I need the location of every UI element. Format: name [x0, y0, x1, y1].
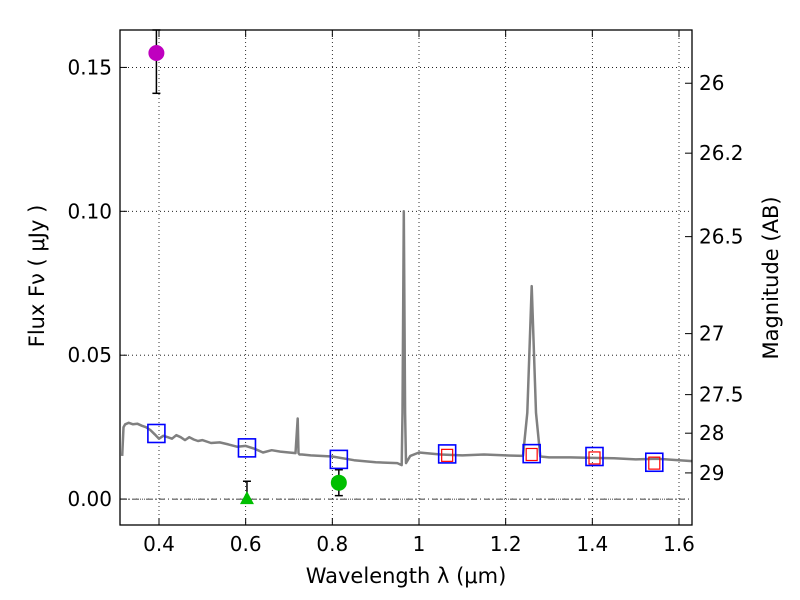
upper-limit-r-point [239, 491, 254, 505]
magnitude-tick-label: 29 [699, 461, 724, 485]
x-tick-label: 0.6 [230, 532, 262, 556]
x-axis-title: Wavelength λ (μm) [306, 564, 507, 588]
magnitude-tick-label: 26 [699, 71, 724, 95]
detection-u-point [148, 45, 165, 62]
x-tick-label: 1.4 [576, 532, 608, 556]
y-tick-label: 0.10 [67, 199, 112, 223]
magnitude-tick-label: 27.5 [699, 383, 744, 407]
x-tick-label: 1.2 [490, 532, 522, 556]
y-tick-label: 0.15 [67, 55, 112, 79]
magnitude-tick-label: 27 [699, 322, 724, 346]
model-spectrum-line [120, 210, 693, 467]
x-tick-label: 1 [413, 532, 426, 556]
model-spectrum-group [120, 210, 693, 467]
plot-frame [119, 29, 693, 526]
observed-photometry-point [588, 451, 601, 465]
observed-photometry-point [648, 456, 661, 470]
y-tick-label: 0.05 [67, 343, 112, 367]
model-photometry-point [522, 443, 541, 464]
detection-i-point [330, 474, 347, 491]
observed-photometry-point [525, 447, 538, 462]
x-tick-label: 0.8 [316, 532, 348, 556]
model-photometry-point [329, 449, 349, 470]
model-photometry-point [147, 423, 166, 444]
model-photometry-point [237, 438, 257, 458]
model-photometry-point [437, 444, 457, 464]
y-tick-label: 0.00 [67, 487, 112, 511]
magnitude-tick-label: 26.2 [699, 141, 744, 165]
tick-labels: 0.4 0.6 0.8 1 1.2 1.4 1.6 0.00 0.05 0.10 0.15 26 26.… [67, 55, 743, 556]
axis-ticks [120, 30, 692, 525]
model-photometry-point [585, 446, 604, 467]
x-tick-label: 0.4 [143, 532, 175, 556]
y-axis-right-title: Magnitude (AB) [759, 196, 783, 359]
x-tick-label: 1.6 [663, 532, 695, 556]
magnitude-tick-label: 28 [699, 421, 724, 445]
y-axis-title: Flux Fν ( μJy ) [25, 205, 49, 348]
observed-photometry-point [441, 448, 454, 462]
magnitude-tick-label: 26.5 [699, 225, 744, 249]
model-photometry-point [644, 452, 664, 473]
